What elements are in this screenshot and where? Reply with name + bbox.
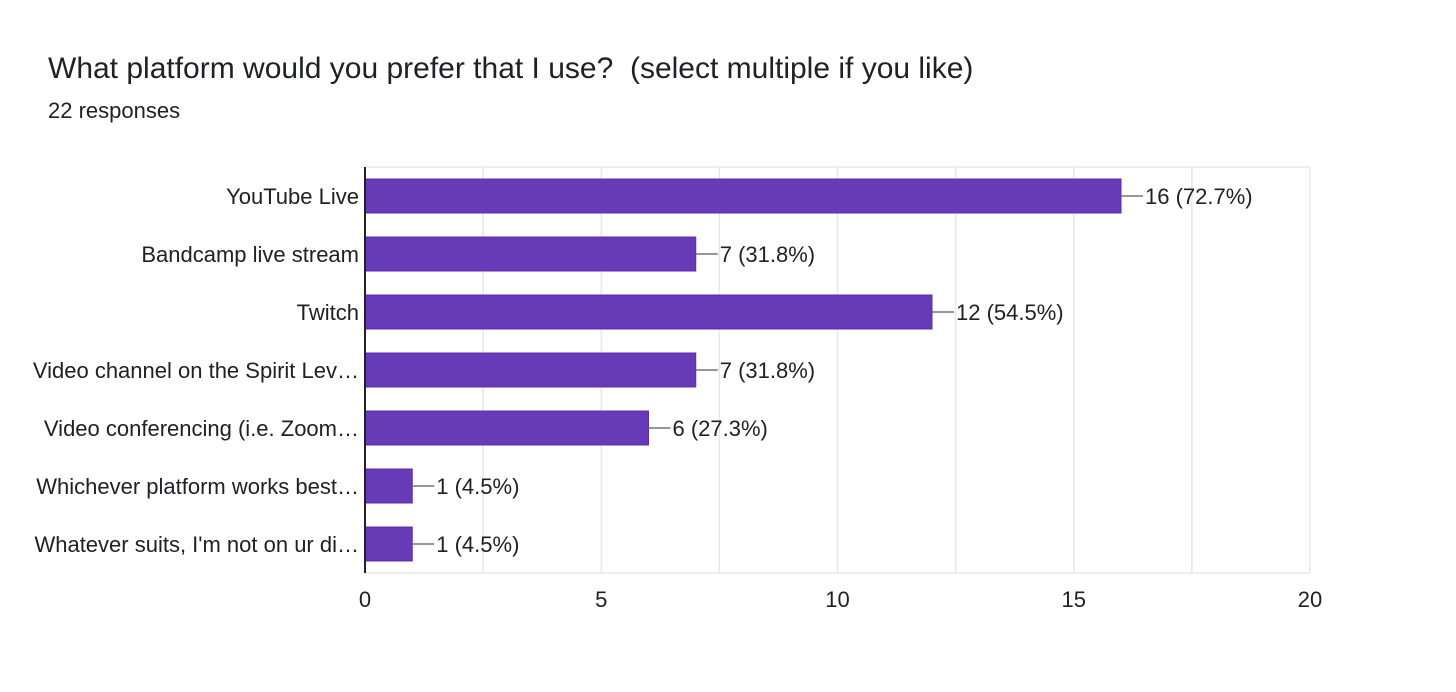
category-label: Whatever suits, I'm not on ur di… bbox=[34, 532, 359, 557]
bar bbox=[364, 294, 933, 330]
data-label: 7 (31.8%) bbox=[720, 358, 815, 383]
category-label: Video channel on the Spirit Lev… bbox=[33, 358, 359, 383]
data-label: 7 (31.8%) bbox=[720, 242, 815, 267]
x-tick-label: 5 bbox=[595, 587, 607, 612]
category-label: Twitch bbox=[297, 300, 359, 325]
category-label: Whichever platform works best… bbox=[36, 474, 359, 499]
category-label: Bandcamp live stream bbox=[141, 242, 359, 267]
data-label: 1 (4.5%) bbox=[436, 474, 519, 499]
x-tick-label: 10 bbox=[825, 587, 849, 612]
bar bbox=[364, 178, 1122, 214]
x-tick-label: 20 bbox=[1298, 587, 1322, 612]
bar bbox=[364, 236, 697, 272]
bar bbox=[364, 468, 413, 504]
x-tick-label: 15 bbox=[1062, 587, 1086, 612]
data-label: 12 (54.5%) bbox=[956, 300, 1064, 325]
category-label: YouTube Live bbox=[226, 184, 359, 209]
data-label: 1 (4.5%) bbox=[436, 532, 519, 557]
category-label: Video conferencing (i.e. Zoom… bbox=[44, 416, 359, 441]
bar bbox=[364, 352, 697, 388]
x-tick-label: 0 bbox=[359, 587, 371, 612]
data-label: 6 (27.3%) bbox=[673, 416, 768, 441]
bar bbox=[364, 410, 649, 446]
data-label: 16 (72.7%) bbox=[1145, 184, 1253, 209]
chart-title: What platform would you prefer that I us… bbox=[48, 52, 974, 85]
response-count: 22 responses bbox=[48, 98, 181, 123]
bar bbox=[364, 526, 413, 562]
